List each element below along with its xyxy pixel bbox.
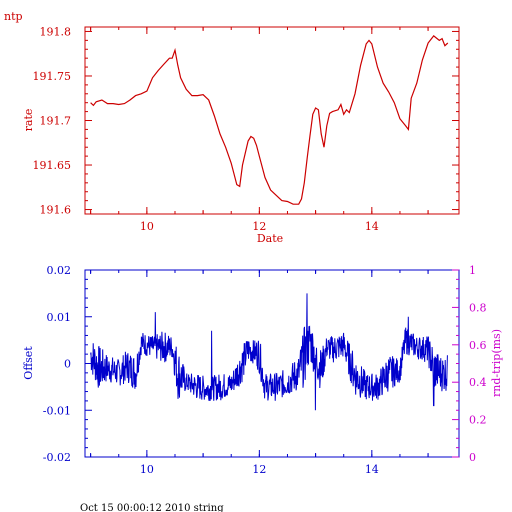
rate-y-tick-label: 191.65 — [33, 159, 72, 172]
offset-y-tick-label: 0.01 — [47, 311, 72, 324]
offset-y-tick-label: -0.02 — [43, 451, 71, 464]
roundtrip-y-tick-label: 0.4 — [469, 376, 487, 389]
offset-y-tick-label: 0 — [64, 358, 71, 371]
offset-x-tick-label: 10 — [140, 463, 154, 476]
y-axis-label: rate — [22, 109, 35, 132]
rate-y-tick-label: 191.8 — [40, 25, 72, 38]
roundtrip-y-tick-label: 0.6 — [469, 339, 487, 352]
footer-timestamp: Oct 15 00:00:12 2010 string — [80, 503, 224, 512]
rate-x-tick-label: 10 — [140, 220, 154, 233]
roundtrip-y-tick-label: 0.8 — [469, 301, 487, 314]
panel-title: ntp — [4, 10, 23, 23]
offset-x-tick-label: 14 — [365, 463, 379, 476]
rate-plot-frame — [84, 26, 460, 215]
roundtrip-y-tick-label: 1 — [469, 264, 476, 277]
rate-y-ticks: 191.6 191.65 191.7 191.75 191.8 — [33, 25, 459, 217]
rate-x-tick-label: 14 — [365, 220, 379, 233]
roundtrip-y-tick-label: 0.2 — [469, 414, 487, 427]
rate-x-ticks: 10 12 14 — [90, 27, 429, 233]
offset-axis-label: Offset — [22, 346, 35, 380]
rate-x-tick-label: 12 — [252, 220, 266, 233]
rate-panel: ntp 191.6 191.65 191.7 191.75 191.8 10 12 14 D… — [4, 10, 460, 245]
roundtrip-y-ticks: 0 0.2 0.4 0.6 0.8 1 — [452, 264, 487, 464]
offset-y-tick-label: 0.02 — [47, 264, 72, 277]
offset-x-tick-label: 12 — [252, 463, 266, 476]
offset-series-line — [90, 293, 448, 411]
roundtrip-y-tick-label: 0 — [469, 451, 476, 464]
offset-x-ticks: 10 12 14 — [90, 270, 429, 476]
x-axis-label: Date — [257, 232, 283, 245]
rate-y-tick-label: 191.6 — [40, 204, 72, 217]
offset-plot-frame — [84, 269, 460, 458]
roundtrip-axis-label: rnd-trip(ms) — [490, 329, 503, 397]
rate-series-line — [90, 35, 449, 205]
rate-y-tick-label: 191.75 — [33, 70, 72, 83]
offset-y-ticks: -0.02 -0.01 0 0.01 0.02 — [43, 264, 92, 464]
rate-y-tick-label: 191.7 — [40, 115, 72, 128]
offset-y-tick-label: -0.01 — [43, 404, 71, 417]
